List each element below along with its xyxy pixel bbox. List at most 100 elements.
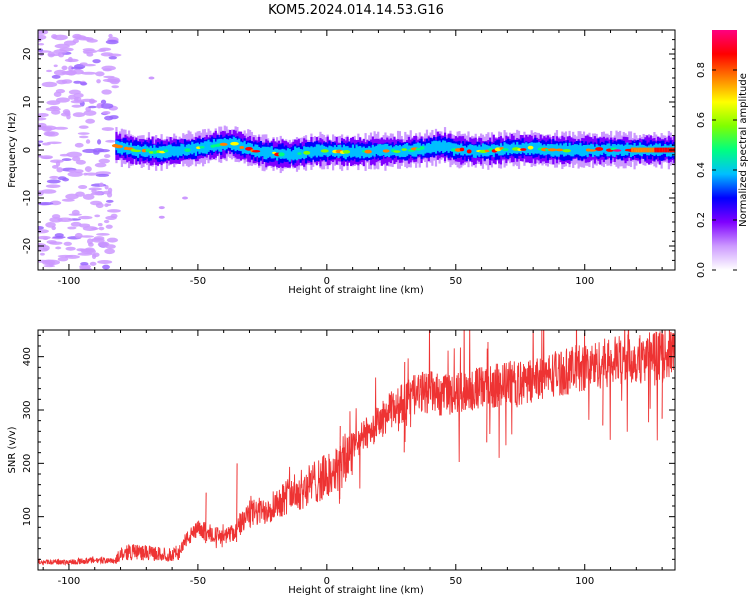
y-tick-label: 100 — [22, 507, 33, 526]
spectrum-peak — [163, 149, 169, 153]
snr-spike — [236, 463, 238, 543]
noise-blob — [88, 242, 94, 247]
spectrum-cell — [169, 144, 172, 157]
noise-blob — [80, 71, 97, 75]
spectrum-cell — [584, 144, 587, 156]
noise-blob — [79, 235, 94, 238]
noise-blob — [43, 264, 56, 268]
spectrum-peak — [656, 147, 660, 153]
x-tick-label: 0 — [324, 276, 330, 287]
noise-blob — [82, 148, 98, 154]
noise-blob — [93, 150, 100, 155]
noise-blob — [54, 233, 64, 238]
spectrum-cell — [422, 144, 425, 156]
spectrum-peak — [393, 150, 401, 153]
noise-blob — [57, 217, 73, 222]
spectrum-cell — [359, 146, 362, 159]
noise-blob — [106, 237, 119, 243]
y-tick-label: 200 — [22, 454, 33, 473]
noise-blob — [98, 158, 111, 164]
spectrogram-y-ticks: -20 -10 0 10 20 — [22, 29, 675, 271]
noise-blob — [38, 117, 47, 121]
spectrum-cell — [205, 141, 208, 154]
spectrum-cell — [505, 143, 508, 153]
noise-blob — [52, 34, 68, 41]
x-tick-label: 0 — [324, 576, 330, 587]
spectrum-cell — [267, 146, 270, 158]
spectrum-cell — [472, 145, 476, 158]
spectrum-cell — [326, 147, 329, 158]
noise-blob — [90, 183, 107, 187]
spectrogram-x-axis-label: Height of straight line (km) — [288, 285, 424, 296]
noise-blob — [89, 261, 97, 266]
noise-blob — [56, 167, 64, 173]
spectrum-cell — [400, 146, 403, 157]
spectrum-cell — [451, 143, 454, 152]
spectrum-cell — [568, 142, 571, 156]
spectrum-peak — [654, 147, 657, 153]
y-tick-label: 20 — [22, 48, 33, 61]
noise-blob — [102, 68, 112, 72]
noise-blob — [74, 169, 84, 174]
spectrum-cell — [194, 143, 197, 156]
spectrum-peak — [401, 148, 407, 151]
noise-blob — [61, 79, 73, 84]
noise-blob — [63, 40, 77, 46]
spectrum-cell — [440, 142, 443, 151]
spectrum-cell — [535, 142, 539, 154]
spectrum-peak — [184, 148, 191, 153]
spectrum-peak — [303, 150, 311, 155]
noise-blob — [46, 69, 53, 73]
spectrum-cell — [406, 142, 409, 156]
noise-blob — [85, 118, 96, 124]
noise-blob — [68, 94, 76, 100]
spectrum-cell — [360, 147, 364, 156]
noise-blob — [68, 65, 74, 72]
noise-blob — [92, 59, 101, 64]
noise-blob — [88, 105, 97, 109]
spectrum-cell — [178, 146, 181, 156]
noise-blob — [50, 109, 61, 115]
x-tick-label: 100 — [575, 576, 594, 587]
spectrum-cell — [310, 146, 313, 159]
spectrum-peak — [199, 146, 205, 149]
snr-spike — [602, 345, 604, 426]
noise-blob — [73, 96, 82, 102]
spectrum-cell — [382, 144, 385, 156]
spectrum-cell — [353, 148, 356, 157]
noise-blob — [77, 132, 90, 135]
noise-blob — [42, 142, 51, 146]
noise-blob — [65, 193, 79, 200]
noise-blob — [103, 219, 110, 224]
spectrum-peak — [320, 149, 329, 153]
spectrum-cell — [180, 143, 183, 156]
noise-blob — [104, 154, 111, 159]
spectrum-cell — [173, 146, 176, 157]
spectrum-cell — [243, 140, 246, 154]
snr-y-axis-label: SNR (v/v) — [7, 426, 18, 473]
noise-blob — [38, 229, 49, 234]
noise-blob — [57, 176, 67, 181]
spectrum-cell — [192, 143, 196, 153]
spectrum-peak — [278, 152, 285, 157]
colorbar-tick-label: 0.0 — [696, 262, 707, 278]
spectrum-cell — [120, 141, 123, 155]
spectrum-peak — [297, 152, 302, 155]
spectrum-cell — [582, 145, 586, 157]
noise-blob — [105, 215, 117, 220]
noise-blob — [66, 151, 83, 158]
spectrum-cell — [257, 146, 261, 158]
spectrum-peak — [149, 151, 154, 154]
spectrum-cell — [313, 146, 317, 156]
noise-blob — [83, 172, 88, 176]
spectrum-peak — [646, 147, 650, 153]
noise-blob — [51, 74, 61, 79]
spectrum-cell — [288, 148, 291, 162]
snr-spike — [205, 492, 207, 544]
noise-blob — [78, 215, 93, 220]
noise-blob — [42, 259, 56, 266]
colorbar: 0.0 0.2 0.4 0.6 0.8 Normalized spectral ampl… — [696, 30, 749, 278]
spectrum-peak — [595, 147, 604, 151]
spectrum-peak — [555, 148, 564, 152]
spectrum-cell — [294, 146, 297, 160]
